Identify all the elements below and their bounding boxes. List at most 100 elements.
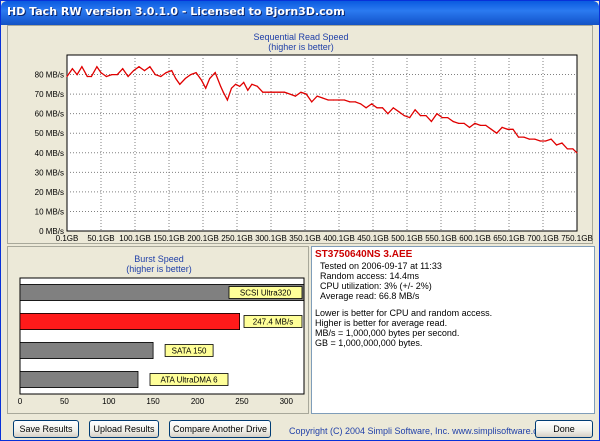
note-average-read: Higher is better for average read. [315,318,448,328]
read-speed-point [76,74,78,76]
x-tick-label: 450.1GB [357,234,389,243]
read-speed-point [214,72,216,74]
y-tick-label: 80 MB/s [35,71,64,80]
read-speed-point [452,120,454,123]
read-speed-point [392,107,394,109]
burst-x-tick-label: 200 [191,397,205,406]
read-speed-point [100,72,102,74]
tested-on: Tested on 2006-09-17 at 11:33 [320,261,442,271]
note-mbs-definition: MB/s = 1,000,000 bytes per second. [315,328,460,338]
plot-area [66,54,578,232]
read-speed-point [576,152,578,154]
read-speed-point [332,99,335,101]
read-speed-point [226,99,228,101]
done-label: Done [553,424,575,434]
burst-x-tick-label: 250 [235,397,249,406]
burst-bar-label: SATA 150 [172,347,207,356]
read-speed-point [127,75,129,78]
read-speed-point [160,75,162,78]
results-info-panel: ST3750640NS 3.AEE Tested on 2006-09-17 a… [311,246,595,414]
read-speed-point [154,74,156,76]
sequential-read-chart: Sequential Read Speed (higher is better)… [35,32,593,243]
read-speed-point [235,83,237,85]
save-results-button[interactable]: Save Results [13,420,79,438]
read-speed-point [143,70,146,72]
burst-x-tick-label: 0 [18,397,23,406]
read-speed-point [572,148,574,150]
note-gb-definition: GB = 1,000,000,000 bytes. [315,338,423,348]
read-speed-point [105,75,107,78]
read-speed-point [398,111,400,113]
read-speed-point [496,132,498,134]
read-speed-point [222,91,224,93]
burst-x-tick-label: 50 [60,397,69,406]
read-speed-point [209,77,211,80]
burst-x-tick-label: 100 [102,397,116,406]
title-bar[interactable]: HD Tach RW version 3.0.1.0 - Licensed to… [1,1,599,25]
read-speed-point [468,126,471,128]
random-access: Random access: 14.4ms [320,271,420,281]
read-speed-point [138,66,140,68]
read-speed-point [360,103,362,105]
x-tick-label: 0.1GB [56,234,79,243]
read-speed-point [354,101,356,103]
compare-another-drive-button[interactable]: Compare Another Drive [169,420,271,438]
read-speed-point [381,107,384,109]
read-speed-point [239,85,241,87]
read-speed-point [327,99,329,101]
read-speed-point [305,93,307,95]
read-speed-point [283,91,286,93]
read-speed-point [436,113,438,115]
upload-results-label: Upload Results [93,424,155,434]
read-speed-point [195,72,197,74]
read-speed-point [512,128,514,130]
burst-bar [19,313,241,331]
read-speed-point [458,122,460,124]
read-speed-point [71,68,73,70]
read-speed-point [539,140,541,142]
read-speed-point [205,87,207,89]
upload-results-button[interactable]: Upload Results [89,420,159,438]
burst-bar-label: SCSI Ultra320 [240,289,292,298]
read-speed-point [179,83,181,85]
read-speed-point [409,117,411,119]
read-speed-point [463,122,465,124]
burst-label-box [228,286,303,299]
read-speed-point [267,91,269,93]
read-speed-point [116,74,118,76]
read-speed-point [566,148,569,150]
y-tick-label: 60 MB/s [35,110,64,119]
read-speed-point [490,128,492,130]
x-tick-label: 400.1GB [323,234,355,243]
x-tick-label: 150.1GB [153,234,185,243]
read-speed-point [251,83,253,85]
copyright-footer: Copyright (C) 2004 Simpli Software, Inc.… [289,426,551,436]
done-button[interactable]: Done [535,420,593,438]
y-tick-label: 50 MB/s [35,129,64,138]
read-speed-point [523,136,525,138]
read-speed-point [220,85,222,87]
window-title: HD Tach RW version 3.0.1.0 - Licensed to… [7,5,345,18]
read-speed-point [316,95,318,97]
read-speed-point [534,138,536,140]
read-speed-point [247,89,249,91]
x-tick-label: 500.1GB [391,234,423,243]
burst-x-tick-label: 300 [280,397,294,406]
read-speed-point [365,107,367,109]
x-tick-label: 50.1GB [87,234,114,243]
read-speed-point [376,107,378,109]
burst-bar [19,342,154,360]
read-speed-point [171,70,173,72]
x-tick-label: 200.1GB [187,234,219,243]
chart-subtitle: (higher is better) [268,42,334,52]
burst-title: Burst Speed [134,254,184,264]
read-speed-point [507,128,509,130]
note-cpu-random: Lower is better for CPU and random acces… [315,308,493,318]
x-tick-label: 650.1GB [493,234,525,243]
read-speed-point [243,81,245,83]
chart-title: Sequential Read Speed [253,32,348,42]
y-tick-label: 20 MB/s [35,188,64,197]
burst-subtitle: (higher is better) [126,264,192,274]
x-tick-label: 100.1GB [119,234,151,243]
